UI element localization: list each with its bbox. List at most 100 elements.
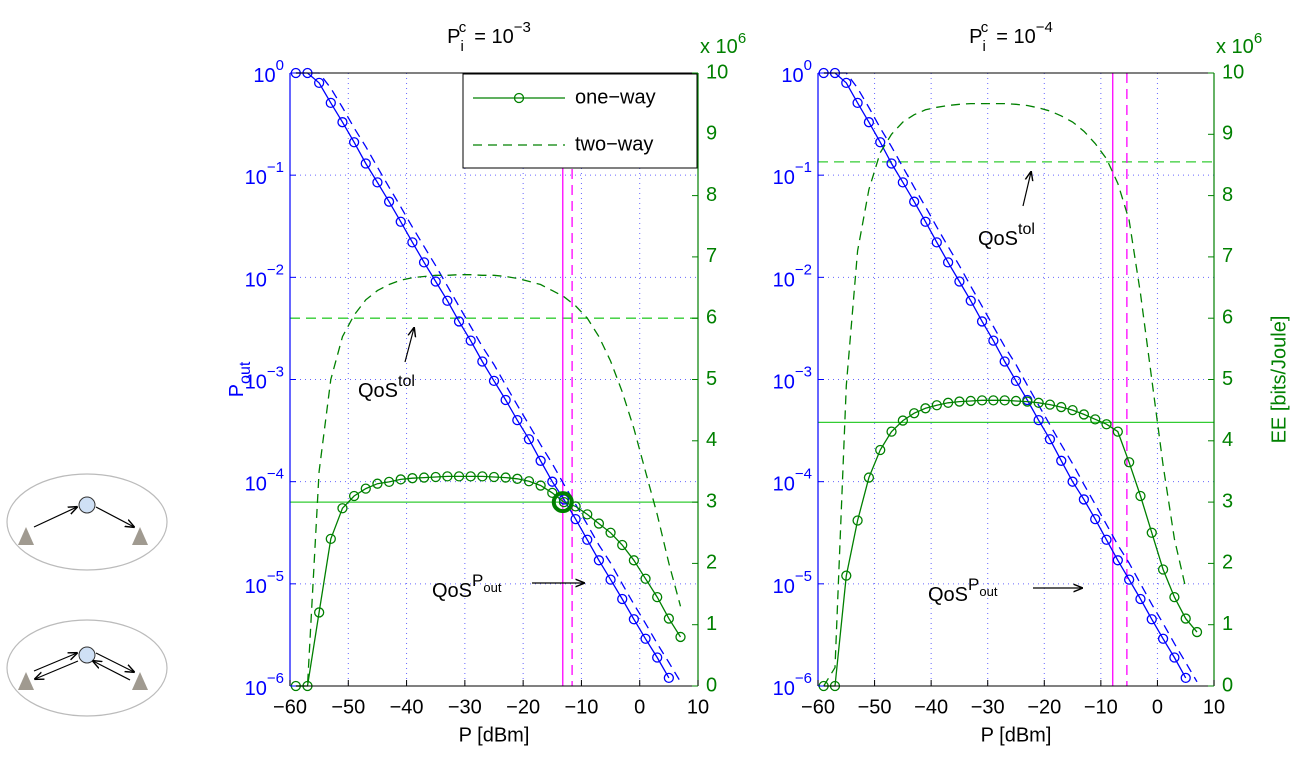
data-point (976, 395, 988, 406)
y-tick-label: 100 (781, 57, 812, 87)
data-point (500, 472, 511, 483)
x-tick-label: 10 (687, 696, 709, 718)
y-tick-label-part: −1 (795, 159, 812, 176)
y-tick-label-part: −3 (795, 363, 812, 380)
data-point (313, 77, 325, 89)
chart-title-part: c (459, 19, 467, 36)
y-tick-label-part: 10 (773, 474, 795, 496)
data-point (897, 177, 909, 188)
y-tick-label: 100 (253, 57, 284, 87)
data-point (863, 117, 875, 128)
data-point (348, 137, 360, 148)
y-tick-label-part: −6 (267, 670, 284, 687)
data-point (1123, 457, 1135, 468)
two-way-icon (6, 619, 168, 717)
data-point (337, 503, 348, 514)
legend-marker (513, 92, 525, 104)
x-tick-label: −40 (390, 696, 424, 718)
data-point (430, 471, 441, 483)
y-tick-label-part: 0 (276, 57, 284, 74)
annotation: QoStol (358, 373, 415, 402)
x-tick-label: −20 (506, 696, 540, 718)
chart-title-part: P (447, 26, 460, 48)
data-point (558, 496, 570, 508)
data-point (920, 216, 931, 227)
data-point (1169, 591, 1180, 603)
data-point (852, 97, 863, 109)
data-point (920, 403, 931, 414)
x-tick-label: −50 (331, 696, 365, 718)
y-tick-label-part: −4 (795, 466, 812, 483)
data-point (1169, 652, 1180, 663)
legend-label: two−way (575, 133, 653, 155)
y-tick-label-part: −4 (267, 466, 284, 483)
data-point (1191, 626, 1203, 638)
y2-tick-label: 9 (706, 123, 717, 145)
x-tick-label: −10 (1084, 696, 1118, 718)
annotation-part: QoS (978, 228, 1018, 250)
annotation: QoStol (978, 221, 1035, 250)
data-point (500, 394, 511, 406)
data-point (976, 316, 988, 327)
y2-tick-label: 2 (706, 552, 717, 574)
data-point (1135, 593, 1146, 605)
annotation-part: tol (398, 373, 415, 390)
data-point (453, 471, 465, 482)
y-tick-label-part: 10 (245, 474, 267, 496)
y-tick-label: 10−5 (773, 568, 812, 598)
data-point (1044, 399, 1056, 410)
y2-tick-label: 3 (1222, 490, 1233, 512)
y-tick-label-part: −2 (795, 261, 812, 278)
data-point (628, 555, 640, 566)
data-point (523, 434, 535, 445)
data-point (617, 539, 628, 551)
annotation-part: QoS (358, 380, 398, 402)
data-point (582, 509, 593, 520)
data-point (988, 395, 999, 406)
y2-tick-label: 10 (706, 61, 728, 83)
data-point (1022, 396, 1033, 407)
y-tick-label-part: 10 (253, 65, 275, 87)
data-point (1112, 426, 1123, 437)
y2-multiplier: x 106 (1216, 30, 1262, 58)
data-point (313, 607, 325, 618)
data-point (512, 415, 523, 426)
data-point (477, 471, 488, 482)
data-point (1067, 404, 1078, 416)
y-tick-label-part: 10 (773, 270, 795, 292)
y-tick-label-part: −1 (267, 159, 284, 176)
data-point (418, 472, 430, 483)
y2-tick-label: 8 (706, 184, 717, 206)
x-tick-label: 0 (634, 696, 645, 718)
y2-tick-label: 5 (706, 368, 717, 390)
y2-tick-label: 4 (1222, 429, 1233, 451)
y-tick-label: 10−4 (773, 466, 812, 496)
data-point (886, 158, 897, 169)
data-point (897, 415, 909, 426)
y-tick-label-part: −5 (267, 568, 284, 585)
data-point (875, 444, 886, 456)
y-tick-label-part: 10 (245, 576, 267, 598)
data-point (909, 196, 920, 207)
y-tick-label: 10−6 (773, 670, 812, 700)
y-tick-label-part: 10 (773, 372, 795, 394)
data-point (383, 476, 395, 488)
data-point (523, 476, 535, 487)
data-point (999, 356, 1010, 367)
data-point (488, 375, 500, 387)
x-tick-label: −10 (564, 696, 598, 718)
data-point (965, 295, 976, 306)
series-line (295, 475, 682, 687)
data-point (442, 295, 453, 306)
y-tick-label: 10−2 (245, 261, 284, 291)
y-tick-label-part: 10 (773, 167, 795, 189)
data-point (1067, 476, 1078, 487)
data-point (652, 652, 663, 663)
y2-tick-label: 5 (1222, 368, 1233, 390)
data-point (395, 216, 406, 227)
x-tick-label: −30 (448, 696, 482, 718)
data-point (988, 335, 999, 346)
data-point (512, 473, 523, 484)
series-line (823, 102, 1187, 687)
